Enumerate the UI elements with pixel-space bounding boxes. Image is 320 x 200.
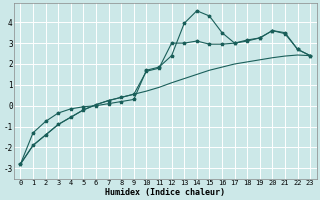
X-axis label: Humidex (Indice chaleur): Humidex (Indice chaleur): [105, 188, 225, 197]
